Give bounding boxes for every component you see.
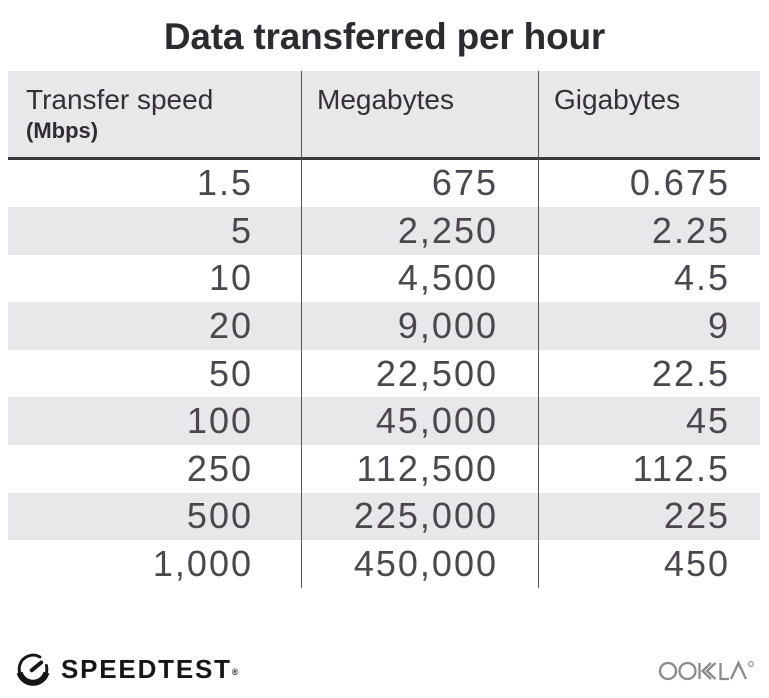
cell-transfer-speed: 100 [186, 400, 253, 442]
cell-transfer-speed: 50 [208, 352, 253, 394]
column-header-transfer-speed-label: Transfer speed [26, 84, 214, 115]
cell-gigabytes: 45 [685, 400, 730, 442]
table-row: 50 22,500 22.5 [8, 349, 760, 398]
cell-gigabytes: 225 [663, 495, 730, 537]
cell-megabytes: 9,000 [397, 305, 498, 347]
column-divider-2 [537, 71, 540, 588]
column-header-gigabytes: Gigabytes [554, 84, 681, 115]
ookla-logo [658, 660, 754, 681]
cell-transfer-speed: 1.5 [196, 162, 253, 204]
cell-megabytes: 22,500 [375, 352, 498, 394]
cell-megabytes: 4,500 [397, 257, 498, 299]
cell-transfer-speed: 10 [208, 257, 253, 299]
cell-gigabytes: 22.5 [651, 352, 730, 394]
cell-megabytes: 450,000 [353, 543, 498, 585]
table-row: 250 112,500 112.5 [8, 445, 760, 493]
table-row: 500 225,000 225 [8, 492, 760, 541]
column-header-transfer-speed: Transfer speed (Mbps) [8, 71, 301, 157]
column-divider-1 [300, 71, 303, 588]
cell-megabytes: 225,000 [353, 495, 498, 537]
column-header-transfer-speed-unit: (Mbps) [26, 118, 99, 144]
cell-gigabytes: 9 [707, 305, 730, 347]
cell-megabytes: 2,250 [397, 209, 498, 251]
registered-trademark-mark: ® [231, 666, 239, 677]
data-table: Transfer speed (Mbps) Megabytes Gigabyte… [8, 71, 760, 588]
table-header: Transfer speed (Mbps) Megabytes Gigabyte… [8, 71, 760, 157]
table-body: 1.5 675 0.675 5 2,250 2.25 10 4,500 4.5 … [8, 159, 760, 588]
cell-megabytes: 112,500 [356, 447, 498, 489]
column-header-megabytes: Megabytes [317, 84, 454, 115]
table-row: 1.5 675 0.675 [8, 159, 760, 208]
table-row: 100 45,000 45 [8, 397, 760, 446]
table-row: 5 2,250 2.25 [8, 207, 760, 255]
table-row: 10 4,500 4.5 [8, 254, 760, 303]
cell-transfer-speed: 20 [208, 305, 253, 347]
cell-gigabytes: 450 [663, 543, 730, 585]
table-row: 1,000 450,000 450 [8, 540, 760, 588]
cell-megabytes: 675 [431, 162, 498, 204]
cell-gigabytes: 4.5 [673, 257, 730, 299]
table-row: 20 9,000 9 [8, 302, 760, 350]
header-underline [8, 157, 760, 160]
cell-gigabytes: 2.25 [651, 209, 730, 251]
cell-gigabytes: 0.675 [629, 162, 730, 204]
cell-transfer-speed: 250 [186, 447, 253, 489]
speedtest-logo: SPEEDTEST ® [14, 650, 238, 688]
footer: SPEEDTEST ® [14, 648, 757, 690]
speedtest-wordmark: SPEEDTEST [61, 653, 232, 684]
cell-gigabytes: 112.5 [632, 447, 730, 489]
cell-transfer-speed: 500 [186, 495, 253, 537]
speedometer-gauge-icon [16, 653, 50, 686]
cell-megabytes: 45,000 [375, 400, 498, 442]
cell-transfer-speed: 5 [230, 209, 253, 251]
cell-transfer-speed: 1,000 [152, 543, 253, 585]
page-title: Data transferred per hour [163, 16, 606, 57]
